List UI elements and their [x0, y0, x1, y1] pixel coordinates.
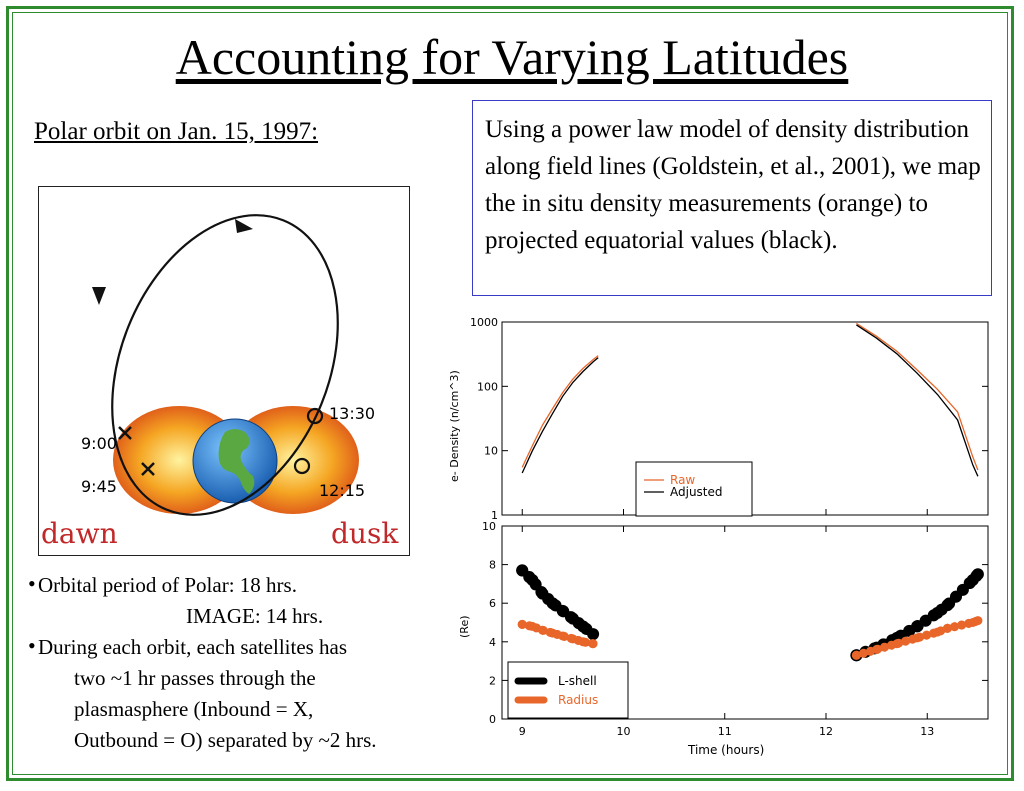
legend-adjusted-label: Adjusted: [670, 485, 723, 499]
radius-point-radius: [932, 627, 942, 637]
radius-point-radius: [912, 633, 922, 643]
bullet-continuation: Outbound = O) separated by ~2 hrs.: [74, 728, 377, 752]
radius-point-radius: [973, 616, 983, 626]
density-ylabel: e- Density (n/cm^3): [448, 370, 461, 482]
bullet-text: Orbital period of Polar: 18 hrs.: [38, 573, 297, 597]
time-label-1330: 13:30: [329, 404, 375, 423]
radius-point-l-shell: [577, 620, 589, 633]
density-series-adjusted: [521, 357, 599, 474]
density-ytick-label: 1000: [470, 316, 498, 329]
radius-plot-frame: [501, 525, 989, 720]
bullet-orbital-period: Orbital period of Polar: 18 hrs.: [28, 568, 468, 601]
bullet-text: During each orbit, each satellites has: [38, 635, 348, 659]
time-xtick-label: 13: [920, 725, 934, 738]
density-ytick-label: 100: [477, 380, 498, 393]
bullet-continuation: IMAGE: 14 hrs.: [186, 604, 324, 628]
bullet-continuation: two ~1 hr passes through the: [74, 666, 316, 690]
radius-point-l-shell: [536, 587, 549, 600]
radius-point-radius: [517, 619, 527, 629]
radius-point-l-shell: [566, 612, 579, 625]
dusk-label: dusk: [331, 517, 399, 550]
radius-point-l-shell: [941, 599, 954, 612]
radius-point-radius: [588, 639, 598, 649]
time-label-900: 9:00: [81, 434, 117, 453]
density-legend-box: [635, 461, 753, 517]
radius-point-radius: [538, 625, 547, 635]
radius-point-l-shell: [911, 620, 924, 633]
density-series-adjusted: [856, 324, 979, 477]
radius-ytick-label: 0: [489, 713, 496, 726]
time-xlabel: Time (hours): [687, 743, 764, 757]
radius-point-l-shell: [546, 597, 559, 610]
inbound-x-marker-900: [118, 426, 132, 440]
radius-point-l-shell: [971, 568, 984, 581]
time-xtick-label: 11: [718, 725, 732, 738]
orbit-diagram: 13:30 9:00 9:45 12:15 dawn dusk: [38, 186, 410, 556]
orbit-arrow-left: [92, 287, 106, 305]
radius-point-l-shell: [526, 574, 539, 586]
time-xtick-label: 12: [819, 725, 833, 738]
slide-subtitle: Polar orbit on Jan. 15, 1997:: [34, 118, 319, 145]
radius-point-l-shell: [556, 604, 569, 617]
radius-point-radius: [851, 650, 861, 660]
orbit-svg: 13:30 9:00 9:45 12:15 dawn dusk: [41, 214, 399, 550]
legend-radius-label: Radius: [558, 693, 598, 707]
radius-point-l-shell: [931, 606, 944, 619]
inbound-x-marker-945: [141, 462, 155, 476]
radius-ytick-label: 6: [489, 597, 496, 610]
radius-legend-box: [507, 661, 629, 719]
time-label-945: 9:45: [81, 477, 117, 496]
time-xtick-label: 9: [519, 725, 526, 738]
density-series-raw: [521, 355, 599, 468]
description-text: Using a power law model of density distr…: [485, 116, 981, 254]
radius-point-radius: [558, 631, 568, 641]
outer-frame: [6, 6, 1014, 781]
bullet-continuation: plasmasphere (Inbound = X,: [74, 697, 314, 721]
radius-point-radius: [568, 634, 578, 644]
radius-ytick-label: 8: [489, 559, 496, 572]
dawn-label: dawn: [41, 517, 118, 550]
density-ytick-label: 1: [491, 509, 498, 522]
legend-lshell-label: L-shell: [558, 674, 597, 688]
radius-point-l-shell: [587, 628, 600, 641]
earth-land: [218, 429, 255, 494]
orbit-arrow-top: [235, 219, 253, 233]
legend-raw-label: Raw: [670, 473, 695, 487]
outbound-o-marker-1330: [306, 407, 324, 425]
radius-point-radius: [527, 621, 537, 631]
radius-point-l-shell: [516, 564, 529, 577]
radius-ylabel: (Re): [458, 616, 471, 639]
time-xtick-label: 10: [617, 725, 631, 738]
radius-point-radius: [872, 645, 882, 654]
description-box: Using a power law model of density distr…: [472, 100, 992, 296]
bullet-passes: During each orbit, each satellites has: [28, 630, 468, 663]
slide-title: Accounting for Varying Latitudes: [175, 29, 849, 85]
radius-point-radius: [578, 637, 588, 647]
radius-ytick-label: 4: [489, 636, 496, 649]
radius-point-radius: [943, 623, 952, 633]
radius-ytick-label: 2: [489, 674, 496, 687]
radius-point-radius: [548, 628, 558, 638]
radius-point-radius: [892, 639, 902, 649]
charts-svg: e- Density (n/cm^3) (Re) Time (hours) 11…: [448, 316, 989, 757]
outbound-o-marker-1215: [293, 457, 311, 475]
time-label-1215: 12:15: [319, 481, 365, 500]
orbit-path: [111, 214, 339, 516]
bullet-list: Orbital period of Polar: 18 hrs. IMAGE: …: [28, 568, 468, 756]
density-series-raw: [856, 322, 979, 471]
inner-frame: [12, 12, 1008, 775]
density-ytick-label: 10: [484, 445, 498, 458]
radius-ytick-label: 10: [482, 520, 496, 533]
